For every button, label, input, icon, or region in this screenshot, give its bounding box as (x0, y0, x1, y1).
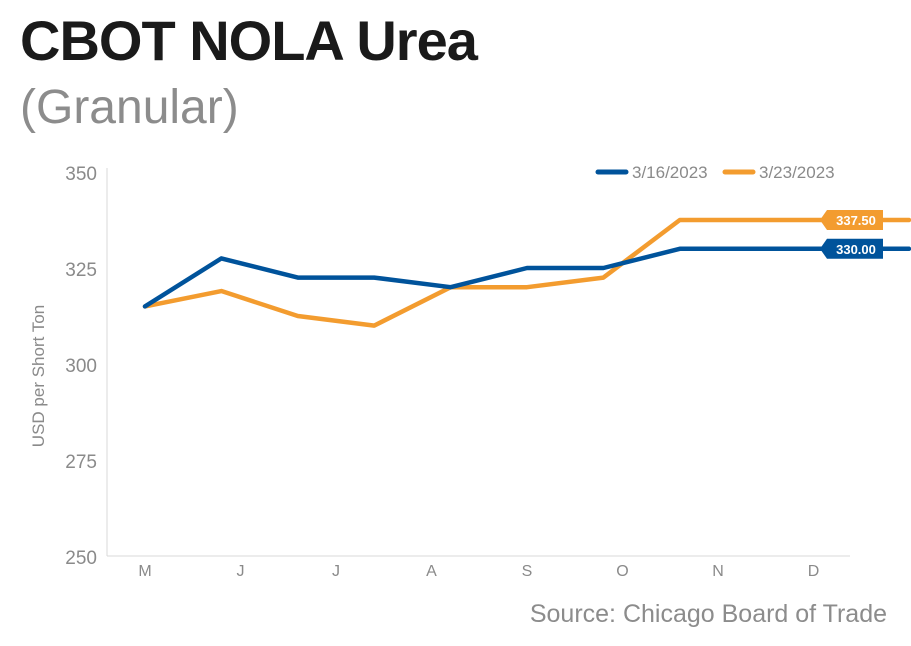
end-labels: 337.50 330.00 (820, 210, 883, 259)
end-value-tag (820, 210, 883, 230)
series-lines (142, 217, 911, 328)
y-tick-label: 325 (65, 260, 97, 281)
x-tick-label: M (138, 563, 151, 580)
axes: 250 275 300 325 350 M J J A S O N D USD per Short Ton (29, 164, 850, 580)
series-line-3-23-2023 (142, 217, 911, 328)
x-tick-label: S (522, 563, 533, 580)
end-value-label: 337.50 (836, 213, 876, 228)
y-axis-label: USD per Short Ton (29, 305, 48, 447)
y-tick-label: 250 (65, 548, 97, 569)
end-value-label: 330.00 (836, 242, 876, 257)
chart-title: CBOT NOLA Urea (20, 9, 478, 72)
x-tick-label: J (237, 563, 245, 580)
y-tick-label: 300 (65, 356, 97, 377)
x-tick-label: A (426, 563, 437, 580)
y-tick-label: 350 (65, 164, 97, 185)
x-tick-label: D (808, 563, 820, 580)
legend-label: 3/16/2023 (632, 163, 708, 182)
x-tick-label: O (616, 563, 628, 580)
x-tick-label: J (332, 563, 340, 580)
legend-label: 3/23/2023 (759, 163, 835, 182)
x-tick-label: N (712, 563, 724, 580)
series-line-3-16-2023 (142, 246, 911, 309)
y-tick-label: 275 (65, 452, 97, 473)
chart-subtitle: (Granular) (20, 81, 239, 134)
end-value-tag (820, 238, 883, 259)
legend: 3/16/2023 3/23/2023 (595, 163, 835, 182)
line-chart: 250 275 300 325 350 M J J A S O N D USD per Short Ton… (29, 163, 911, 580)
source-note: Source: Chicago Board of Trade (529, 600, 887, 628)
